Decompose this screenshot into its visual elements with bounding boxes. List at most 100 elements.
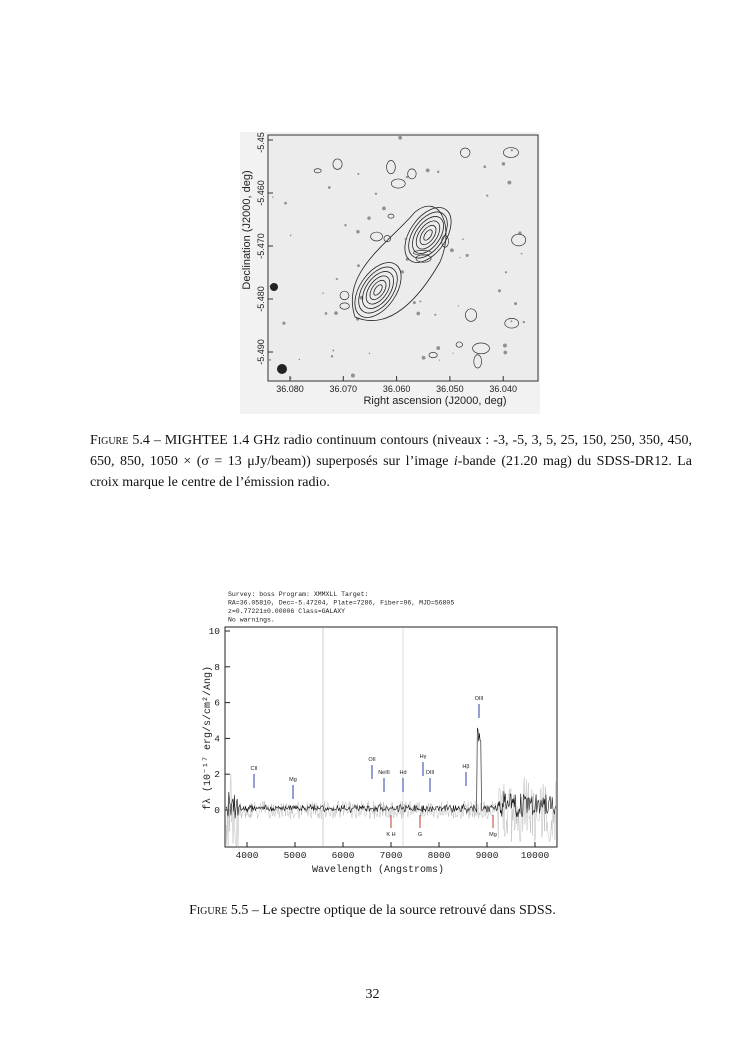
star	[322, 292, 324, 294]
contour	[415, 254, 432, 263]
star	[269, 358, 272, 361]
star	[374, 192, 378, 195]
star	[522, 320, 526, 324]
x-tick-label: 6000	[332, 850, 355, 861]
star	[457, 305, 459, 307]
x-tick-label: 36.070	[330, 384, 358, 394]
contour	[441, 235, 449, 248]
y-tick-label: -5.490	[256, 339, 266, 365]
star	[507, 180, 512, 185]
contour	[339, 290, 350, 301]
line-label: OIII	[426, 770, 435, 776]
contour	[503, 147, 519, 158]
star	[486, 194, 489, 197]
line-label: OII	[368, 757, 376, 763]
star	[400, 270, 405, 274]
line-label: K H	[386, 832, 395, 838]
star	[510, 320, 513, 323]
line-label: Hγ	[420, 754, 427, 760]
star	[330, 355, 334, 358]
star	[483, 165, 487, 169]
caption-text: – MIGHTEE 1.4 GHz radio continuum contou…	[90, 433, 692, 469]
contour	[407, 168, 417, 180]
x-tick-label: 36.040	[489, 384, 517, 394]
radio-image: Right ascension (J2000, deg) Declination…	[240, 132, 540, 414]
contour	[370, 231, 383, 242]
contour	[404, 207, 452, 263]
caption-text: i	[453, 454, 458, 469]
contour	[339, 302, 350, 310]
contour	[362, 271, 394, 309]
beam	[277, 364, 287, 374]
contour	[504, 317, 520, 329]
x-tick-label: 8000	[428, 850, 451, 861]
contour	[369, 279, 387, 301]
x-tick-label: 36.050	[436, 384, 464, 394]
star	[462, 238, 464, 241]
y-tick-label: 6	[214, 698, 220, 709]
star	[367, 216, 371, 220]
x-axis-label: Right ascension (J2000, deg)	[363, 395, 506, 407]
page-number: 32	[365, 987, 380, 1002]
star	[438, 359, 441, 361]
y-tick-label: 8	[214, 662, 220, 673]
contour	[365, 275, 391, 305]
caption-label: Figure 5.5	[189, 903, 249, 918]
star	[344, 224, 347, 227]
contour	[455, 341, 463, 348]
star	[357, 264, 360, 268]
star	[405, 175, 409, 179]
contour	[428, 352, 438, 359]
contour	[387, 213, 395, 219]
x-tick-label: 7000	[380, 850, 403, 861]
x-tick-label: 9000	[476, 850, 499, 861]
line-label: Hd	[399, 770, 406, 776]
y-axis-label: fλ (10⁻¹⁷ erg/s/cm²/Ang)	[202, 666, 214, 810]
star	[327, 186, 331, 189]
line-label: NeIII	[378, 770, 390, 776]
x-tick-label: 36.080	[276, 384, 304, 394]
y-tick-label: -5.460	[256, 180, 266, 206]
contour	[358, 266, 398, 314]
contour	[383, 235, 392, 243]
spectrum-trace	[225, 727, 556, 819]
star	[334, 311, 338, 315]
star	[350, 373, 355, 378]
star	[436, 170, 440, 174]
star	[520, 252, 523, 255]
caption-text: -bande (21.20 mag) du SDSS-DR12. La croi…	[90, 454, 692, 490]
image-frame	[267, 134, 539, 382]
star	[324, 312, 328, 315]
star	[282, 321, 286, 325]
caption: Figure 5.4 – MIGHTEE 1.4 GHz radio conti…	[90, 430, 692, 493]
error-trace	[225, 774, 556, 847]
contour	[419, 224, 437, 246]
x-tick-label: 10000	[521, 850, 550, 861]
line-label: G	[418, 832, 422, 838]
star	[416, 311, 421, 316]
x-tick-label: 36.060	[383, 384, 411, 394]
contour	[473, 354, 482, 369]
star	[412, 301, 416, 305]
star	[434, 313, 437, 316]
contour	[460, 147, 471, 158]
line-label: Mg	[489, 832, 497, 838]
contour	[412, 216, 444, 254]
star	[436, 346, 441, 350]
contour	[465, 308, 478, 322]
y-tick-label: -5.470	[256, 233, 266, 259]
y-tick-label: 10	[209, 626, 221, 637]
contour	[390, 178, 406, 189]
star	[289, 234, 292, 237]
contour	[472, 342, 490, 355]
y-tick-label: 4	[214, 733, 220, 744]
star	[298, 358, 301, 361]
star	[503, 350, 508, 355]
header-line: No warnings.	[228, 617, 275, 624]
contour	[354, 262, 402, 318]
contour	[351, 205, 447, 321]
star	[357, 172, 360, 175]
star	[465, 253, 469, 257]
star	[514, 302, 518, 306]
